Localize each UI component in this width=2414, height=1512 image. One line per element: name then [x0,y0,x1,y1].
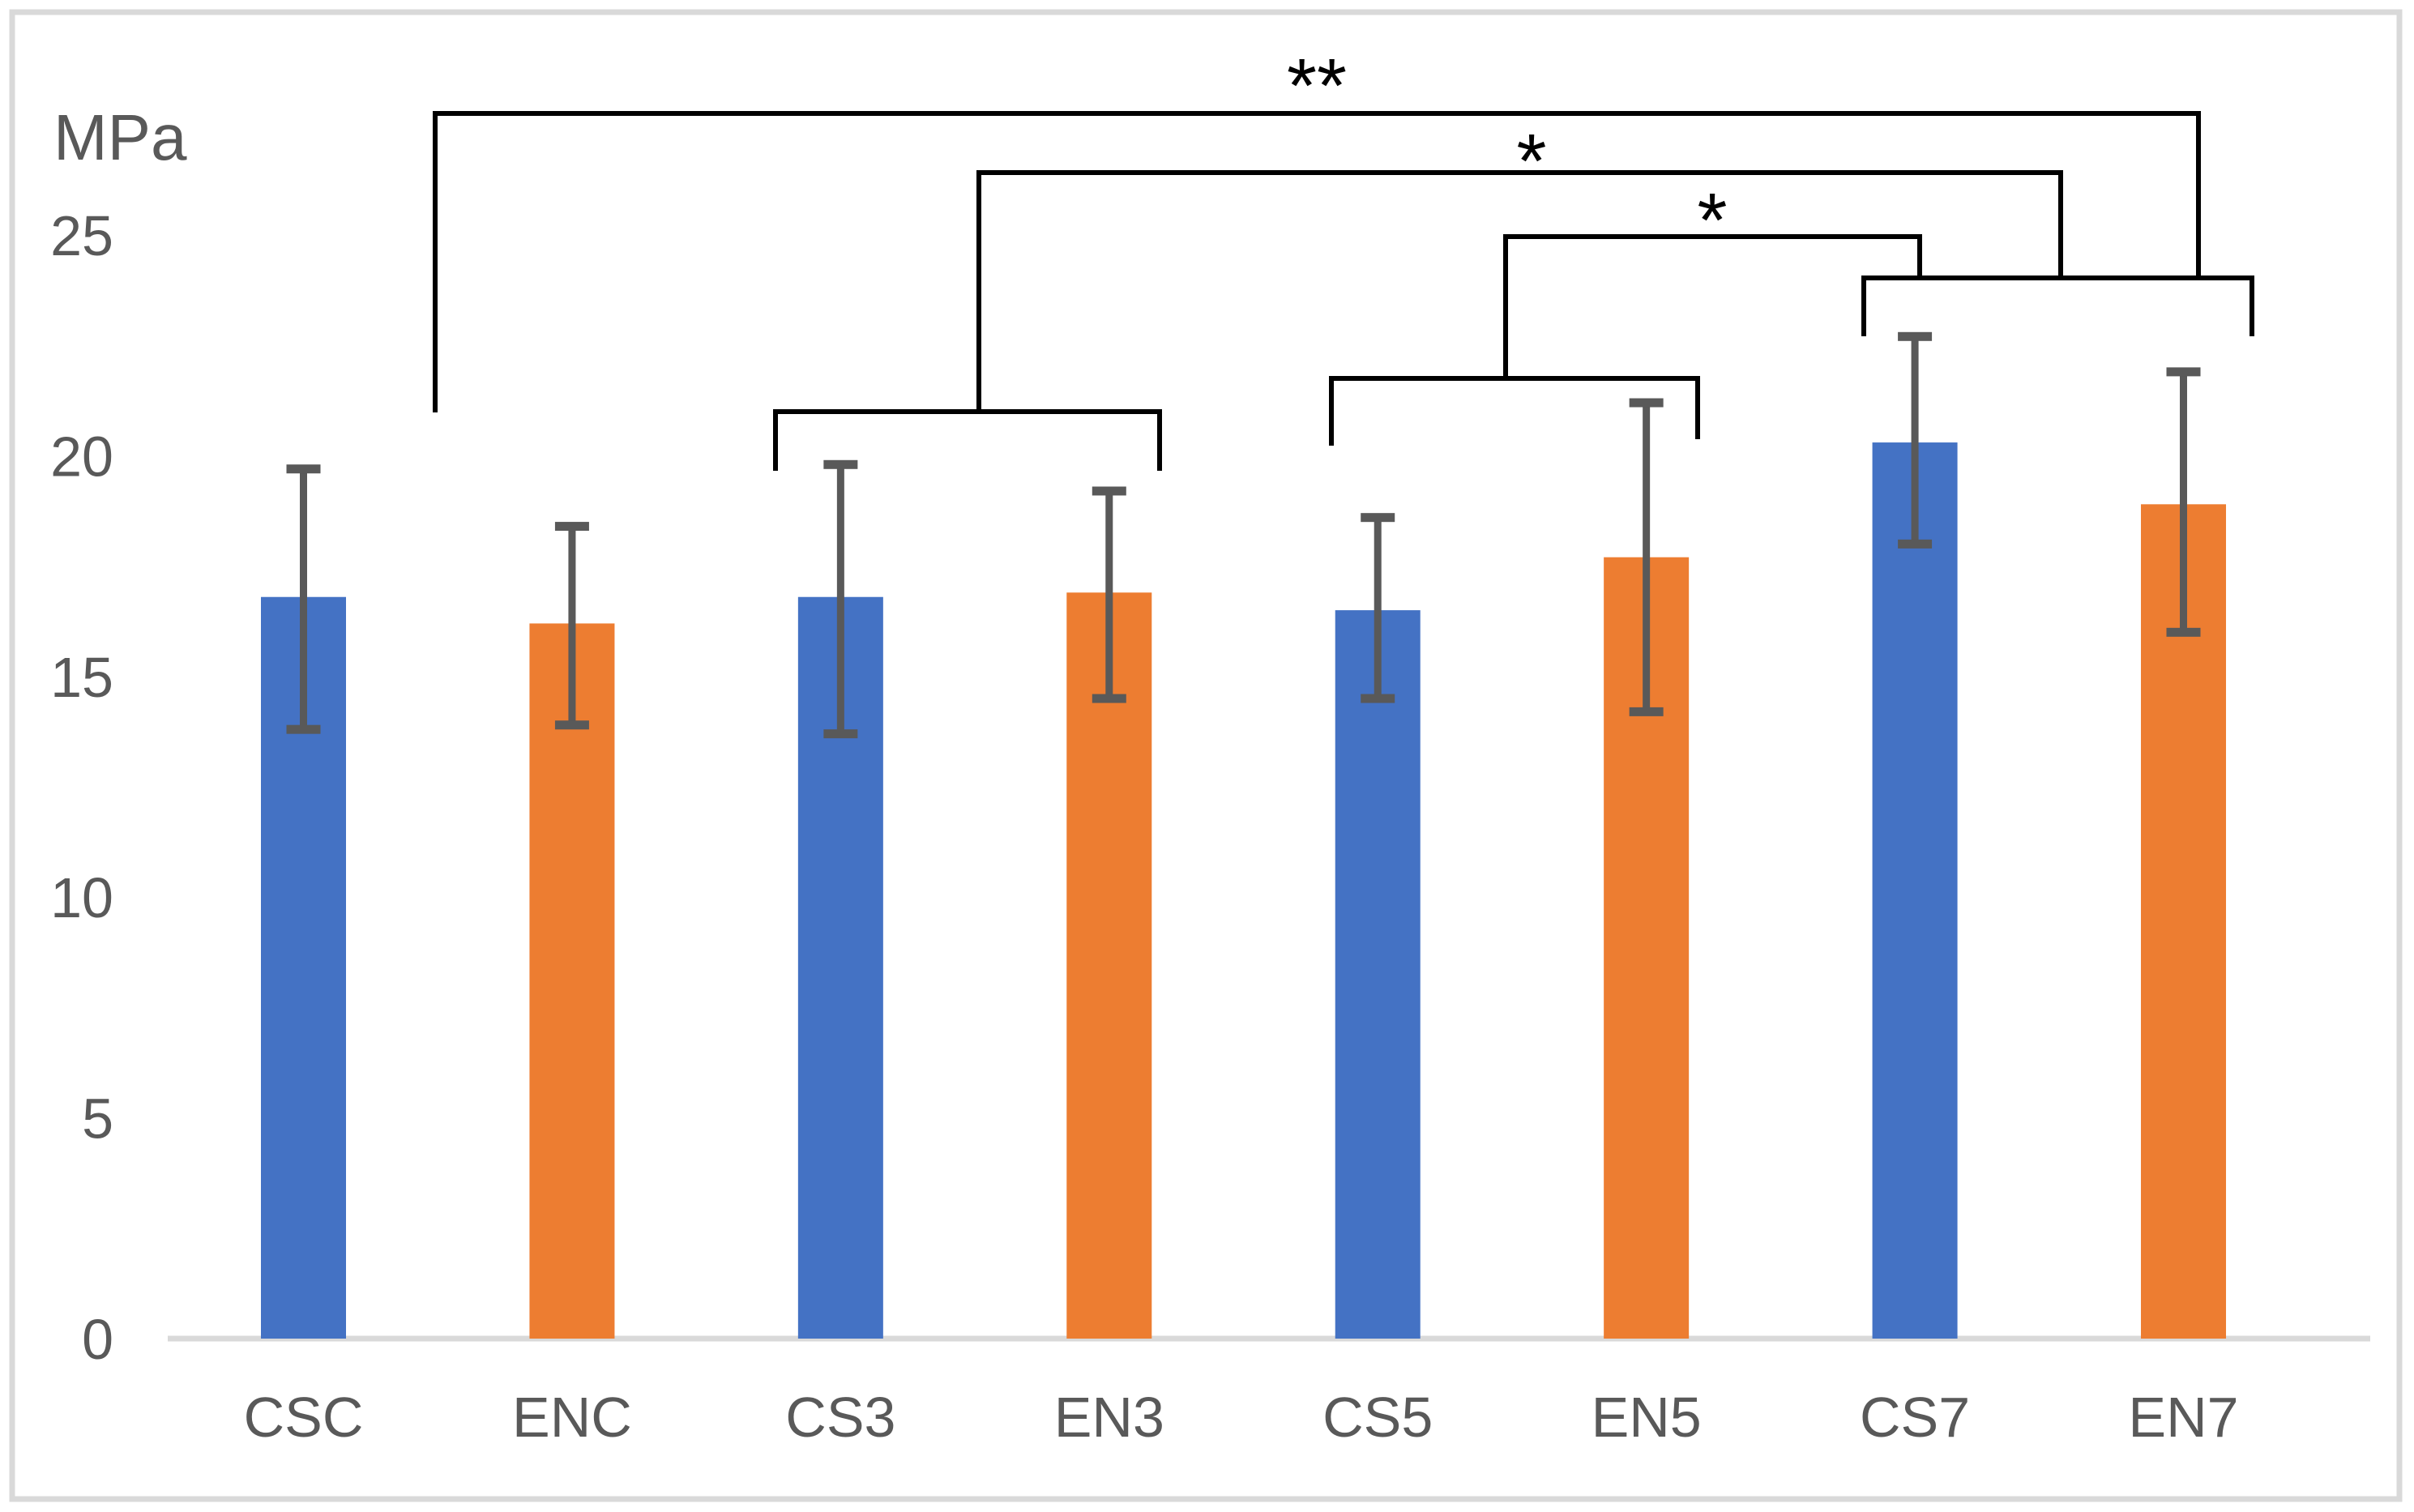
figure-border [9,9,2403,1502]
error-bar-top-cap-EN3 [1092,486,1126,496]
error-bar-bottom-cap-EN7 [2166,627,2201,637]
y-axis-unit-label: MPa [53,101,187,173]
y-tick-label-25: 25 [50,204,113,267]
error-bar-bottom-cap-EN3 [1092,694,1126,703]
significance-label-2: * [1517,118,1547,204]
significance-bracket-6 [1329,376,1700,446]
y-tick-label-10: 10 [50,866,113,929]
significance-bracket-5 [773,409,1162,471]
y-tick-label-0: 0 [82,1308,113,1371]
error-bar-top-cap-EN5 [1629,398,1664,408]
significance-label-1: ** [1287,43,1347,129]
x-tick-label-CS7: CS7 [1860,1386,1970,1449]
y-tick-label-5: 5 [82,1087,113,1151]
error-bar-top-cap-ENC [554,522,589,532]
error-bar-top-cap-CS7 [1898,331,1933,341]
x-tick-label-CSC: CSC [244,1386,364,1449]
error-bar-top-cap-EN7 [2166,367,2201,377]
bar-EN7 [2141,504,2227,1339]
error-bar-bottom-cap-CS3 [823,729,858,739]
x-tick-label-EN5: EN5 [1592,1386,1702,1449]
y-tick-label-15: 15 [50,646,113,709]
error-bar-bottom-cap-EN5 [1629,707,1664,716]
significance-bracket-1 [433,111,2201,412]
x-tick-label-CS3: CS3 [785,1386,895,1449]
bar-ENC [529,623,615,1339]
significance-bracket-2 [976,170,2063,412]
bar-CS5 [1335,610,1421,1339]
error-bar-top-cap-CSC [286,464,321,474]
x-tick-label-ENC: ENC [512,1386,632,1449]
x-tick-label-CS5: CS5 [1322,1386,1433,1449]
error-bar-top-cap-CS5 [1361,513,1395,523]
x-tick-label-EN7: EN7 [2128,1386,2238,1449]
error-bar-bottom-cap-ENC [554,720,589,730]
error-bar-top-cap-CS3 [823,459,858,469]
y-tick-label-20: 20 [50,425,113,488]
error-bar-bottom-cap-CSC [286,724,321,734]
error-bar-bottom-cap-CS5 [1361,694,1395,703]
x-tick-label-EN3: EN3 [1054,1386,1164,1449]
bar-CS7 [1872,442,1958,1339]
significance-bracket-4 [1861,275,2254,336]
error-bar-bottom-cap-CS7 [1898,539,1933,549]
significance-label-3: * [1698,177,1728,263]
significance-bracket-3 [1503,234,1922,378]
bar-EN3 [1066,592,1152,1339]
